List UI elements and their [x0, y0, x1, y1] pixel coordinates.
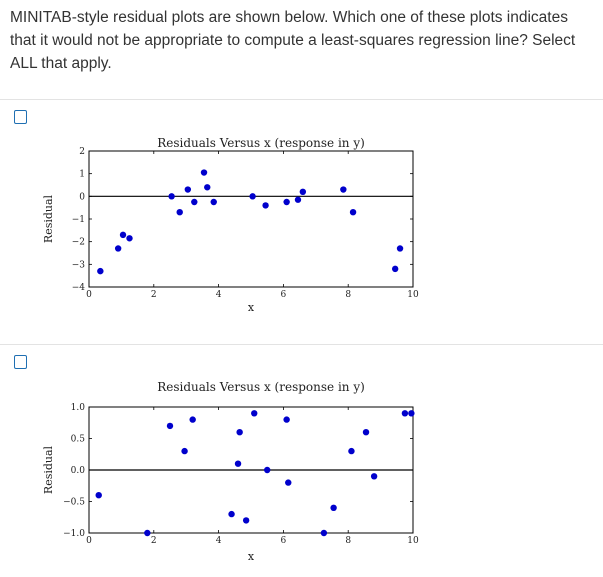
chart1-data-point	[168, 193, 175, 200]
chart2-data-point	[330, 504, 337, 511]
chart2-y-tick-label: −1.0	[63, 529, 85, 539]
chart2-y-tick-label: −0.5	[63, 498, 85, 508]
chart1-x-axis-label: x	[248, 301, 255, 314]
chart1-plot-frame	[88, 150, 414, 288]
chart2-data-point	[144, 529, 151, 537]
chart2-data-point	[95, 492, 102, 499]
chart2-data-point	[236, 429, 243, 436]
chart2-title: Residuals Versus x (response in y)	[157, 380, 365, 394]
chart2-y-tick-label: 0.5	[71, 435, 86, 445]
chart1-y-tick-label: −4	[72, 283, 86, 293]
chart2-data-point	[166, 422, 174, 430]
chart2-x-tick-label: 2	[151, 536, 157, 546]
chart2-data-point	[362, 429, 370, 436]
chart1-y-axis-label: Residual	[42, 194, 55, 243]
chart1-x-tick-label: 4	[216, 290, 222, 300]
chart1-x-tick-label: 2	[151, 290, 157, 300]
option-1-checkbox[interactable]	[14, 110, 27, 124]
chart1-data-point	[119, 231, 127, 239]
chart2-x-tick-label: 6	[281, 536, 287, 546]
chart1-x-tick-label: 0	[86, 290, 92, 300]
option-2-checkbox[interactable]	[14, 355, 27, 369]
chart1-data-point	[184, 186, 192, 193]
chart1-data-point	[340, 186, 347, 193]
chart2-data-point	[189, 416, 196, 423]
chart2-data-point	[264, 466, 271, 474]
chart2-data-point	[348, 447, 355, 455]
chart1-data-point	[204, 184, 211, 191]
chart2-data-point	[370, 473, 378, 480]
chart2-y-tick-label: 1.0	[71, 403, 86, 413]
chart2-data-point	[234, 460, 242, 467]
chart1-y-tick-label: −3	[72, 260, 86, 270]
chart2-x-tick-label: 0	[86, 536, 92, 546]
chart1-y-tick-label: 2	[79, 147, 85, 157]
chart1-x-tick-label: 10	[407, 290, 419, 300]
chart1-data-point	[176, 209, 183, 216]
chart1-data-point	[283, 198, 290, 206]
chart1-data-point	[391, 265, 399, 273]
chart1-data-point	[114, 245, 122, 252]
chart1-data-point	[262, 202, 269, 209]
chart1-y-tick-label: −1	[72, 215, 85, 225]
chart1-y-tick-label: 0	[79, 192, 85, 202]
chart1-y-tick-label: 1	[79, 170, 85, 180]
divider	[0, 344, 603, 345]
question-text: MINITAB-style residual plots are shown b…	[10, 9, 576, 72]
chart2-data-point	[283, 416, 290, 423]
chart1-data-point	[200, 169, 208, 176]
chart1-data-point	[210, 198, 217, 206]
chart2-x-tick-label: 10	[407, 536, 419, 546]
chart1-data-point	[396, 245, 404, 252]
chart2-data-point	[401, 410, 409, 417]
chart1-data-point	[97, 267, 104, 275]
chart2-data-point	[228, 510, 235, 518]
chart1-data-point	[349, 209, 357, 216]
residual-plot-2: Residuals Versus x (response in y) 0 2 4 6 8 1…	[42, 380, 419, 563]
divider	[0, 99, 603, 100]
chart1-data-point	[126, 235, 133, 242]
chart1-data-point	[299, 188, 307, 195]
chart2-data-point	[181, 447, 188, 455]
chart2-y-tick-label: 0.0	[71, 466, 86, 476]
chart2-data-point	[408, 410, 415, 417]
chart1-title: Residuals Versus x (response in y)	[157, 136, 365, 150]
chart1-x-tick-label: 6	[281, 290, 287, 300]
chart2-data-point	[242, 517, 250, 524]
chart1-data-point	[191, 198, 198, 206]
chart2-data-point	[320, 529, 328, 537]
chart1-x-tick-label: 8	[345, 290, 351, 300]
chart1-data-point	[294, 196, 302, 203]
residual-plot-1: Residuals Versus x (response in y) 0 2 4 6 8 1…	[42, 136, 419, 314]
chart1-y-tick-label: −2	[72, 238, 85, 248]
chart1-data-point	[249, 193, 256, 200]
chart2-x-tick-label: 4	[216, 536, 222, 546]
chart2-x-axis-label: x	[248, 550, 255, 563]
chart2-data-point	[285, 479, 292, 486]
chart2-y-axis-label: Residual	[42, 445, 55, 494]
chart2-data-point	[251, 410, 258, 417]
chart2-x-tick-label: 8	[345, 536, 351, 546]
